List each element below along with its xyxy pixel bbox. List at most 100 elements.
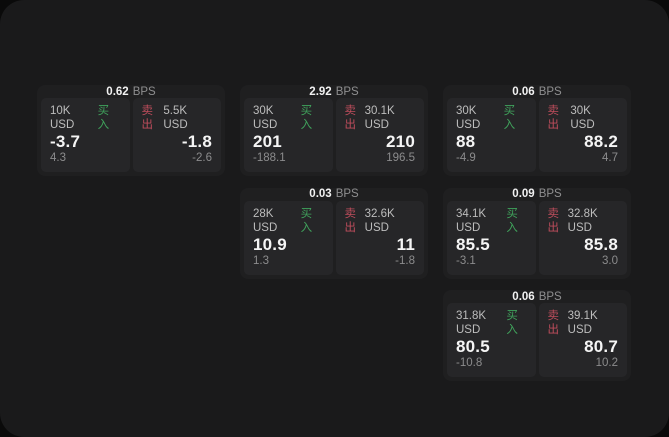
quote-card-grid: 0.62 BPS 10K USD 买入 -3.7 4.3 卖出 5.5K USD…	[37, 85, 631, 381]
bps-value: 0.06	[512, 85, 535, 98]
sell-side-label: 卖出	[344, 207, 357, 234]
sell-price: 88.2	[584, 132, 618, 151]
buy-panel[interactable]: 28K USD 买入 10.9 1.3	[244, 200, 333, 275]
sell-panel[interactable]: 卖出 32.6K USD 11 -1.8	[335, 200, 424, 275]
card-header: 0.06 BPS	[447, 85, 627, 98]
buy-amount: 30K USD	[253, 105, 278, 131]
sell-side-label: 卖出	[141, 105, 154, 131]
sell-side-label: 卖出	[547, 207, 560, 234]
buy-side-label: 买入	[506, 310, 518, 336]
quote-card: 0.03 BPS 28K USD 买入 10.9 1.3 卖出 32.6K US…	[240, 187, 428, 279]
sell-delta: -1.8	[395, 254, 415, 267]
buy-side-label: 买入	[97, 105, 110, 131]
buy-amount: 34.1K USD	[456, 207, 487, 234]
buy-delta: 4.3	[50, 152, 66, 164]
buy-delta: 1.3	[253, 254, 269, 267]
bps-unit-label: BPS	[335, 85, 359, 98]
sell-amount: 32.8K USD	[567, 207, 598, 234]
sell-panel-header: 卖出 30.1K USD	[345, 104, 416, 132]
card-header: 2.92 BPS	[244, 85, 424, 98]
buy-panel-header: 31.8K USD 买入	[456, 309, 527, 337]
quote-panels: 30K USD 买入 201 -188.1 卖出 30.1K USD 210 1…	[244, 98, 424, 172]
sell-panel-header: 卖出 39.1K USD	[548, 309, 619, 337]
quote-panels: 30K USD 买入 88 -4.9 卖出 30K USD 88.2 4.7	[447, 98, 627, 172]
sell-panel-header: 卖出 30K USD	[548, 104, 619, 132]
sell-price: -1.8	[181, 132, 212, 151]
quote-card: 0.06 BPS 31.8K USD 买入 80.5 -10.8 卖出 39.1…	[443, 290, 631, 381]
card-header: 0.03 BPS	[244, 188, 424, 201]
buy-delta: -10.8	[456, 357, 483, 369]
buy-panel[interactable]: 10K USD 买入 -3.7 4.3	[41, 98, 130, 172]
bps-value: 2.92	[309, 85, 332, 98]
quote-card: 2.92 BPS 30K USD 买入 201 -188.1 卖出 30.1K …	[240, 85, 428, 176]
sell-delta: -2.6	[192, 152, 212, 164]
sell-amount: 39.1K USD	[567, 310, 598, 336]
buy-panel[interactable]: 31.8K USD 买入 80.5 -10.8	[447, 303, 536, 377]
buy-side-label: 买入	[300, 207, 313, 234]
quote-panels: 28K USD 买入 10.9 1.3 卖出 32.6K USD 11 -1.8	[244, 200, 424, 275]
sell-price: 210	[386, 132, 415, 151]
bps-unit-label: BPS	[538, 290, 562, 303]
sell-amount: 5.5K USD	[163, 105, 188, 131]
quote-panels: 34.1K USD 买入 85.5 -3.1 卖出 32.8K USD 85.8…	[447, 200, 627, 275]
buy-amount: 28K USD	[253, 207, 278, 234]
buy-price: 85.5	[456, 234, 490, 254]
quote-card: 0.06 BPS 30K USD 买入 88 -4.9 卖出 30K USD 8…	[443, 85, 631, 176]
buy-side-label: 买入	[300, 105, 313, 131]
card-header: 0.09 BPS	[447, 188, 627, 201]
buy-panel[interactable]: 34.1K USD 买入 85.5 -3.1	[447, 200, 536, 275]
buy-amount: 10K USD	[50, 105, 75, 131]
bps-unit-label: BPS	[335, 188, 359, 200]
sell-price: 85.8	[584, 234, 618, 254]
sell-delta: 10.2	[595, 357, 618, 369]
buy-panel-header: 10K USD 买入	[50, 104, 121, 132]
sell-panel[interactable]: 卖出 30.1K USD 210 196.5	[335, 98, 424, 172]
bps-value: 0.62	[106, 85, 129, 98]
sell-side-label: 卖出	[547, 310, 560, 336]
buy-amount: 31.8K USD	[456, 310, 487, 336]
buy-panel[interactable]: 30K USD 买入 201 -188.1	[244, 98, 333, 172]
buy-amount: 30K USD	[456, 105, 481, 131]
card-header: 0.62 BPS	[41, 85, 221, 98]
sell-delta: 3.0	[602, 254, 618, 267]
sell-panel-header: 卖出 5.5K USD	[142, 104, 213, 132]
quote-panels: 10K USD 买入 -3.7 4.3 卖出 5.5K USD -1.8 -2.…	[41, 98, 221, 172]
sell-price: 11	[396, 234, 415, 254]
sell-amount: 32.6K USD	[364, 207, 395, 234]
quote-card: 0.62 BPS 10K USD 买入 -3.7 4.3 卖出 5.5K USD…	[37, 85, 225, 176]
card-header: 0.06 BPS	[447, 290, 627, 303]
buy-panel-header: 34.1K USD 买入	[456, 207, 527, 235]
buy-price: -3.7	[50, 132, 81, 151]
sell-panel[interactable]: 卖出 30K USD 88.2 4.7	[538, 98, 627, 172]
buy-panel-header: 30K USD 买入	[456, 104, 527, 132]
bps-unit-label: BPS	[132, 85, 156, 98]
sell-price: 80.7	[584, 337, 618, 356]
sell-amount: 30.1K USD	[364, 105, 395, 131]
sell-panel-header: 卖出 32.8K USD	[548, 207, 619, 235]
buy-panel[interactable]: 30K USD 买入 88 -4.9	[447, 98, 536, 172]
sell-panel-header: 卖出 32.6K USD	[345, 207, 416, 235]
bps-unit-label: BPS	[538, 188, 562, 200]
quote-panels: 31.8K USD 买入 80.5 -10.8 卖出 39.1K USD 80.…	[447, 303, 627, 377]
buy-price: 201	[253, 132, 282, 151]
bps-value: 0.03	[309, 188, 332, 200]
sell-amount: 30K USD	[570, 105, 595, 131]
sell-delta: 196.5	[386, 152, 415, 164]
sell-delta: 4.7	[602, 152, 618, 164]
sell-panel[interactable]: 卖出 32.8K USD 85.8 3.0	[538, 200, 627, 275]
buy-side-label: 买入	[503, 105, 516, 131]
buy-delta: -4.9	[456, 152, 476, 164]
buy-delta: -3.1	[456, 254, 476, 267]
sell-side-label: 卖出	[344, 105, 357, 131]
buy-side-label: 买入	[506, 207, 518, 234]
buy-price: 80.5	[456, 337, 490, 356]
buy-price: 88	[456, 132, 476, 151]
sell-panel[interactable]: 卖出 5.5K USD -1.8 -2.6	[132, 98, 221, 172]
buy-delta: -188.1	[253, 152, 286, 164]
bps-value: 0.09	[512, 188, 535, 200]
sell-side-label: 卖出	[547, 105, 560, 131]
bps-unit-label: BPS	[538, 85, 562, 98]
buy-panel-header: 30K USD 买入	[253, 104, 324, 132]
buy-panel-header: 28K USD 买入	[253, 207, 324, 235]
sell-panel[interactable]: 卖出 39.1K USD 80.7 10.2	[538, 303, 627, 377]
